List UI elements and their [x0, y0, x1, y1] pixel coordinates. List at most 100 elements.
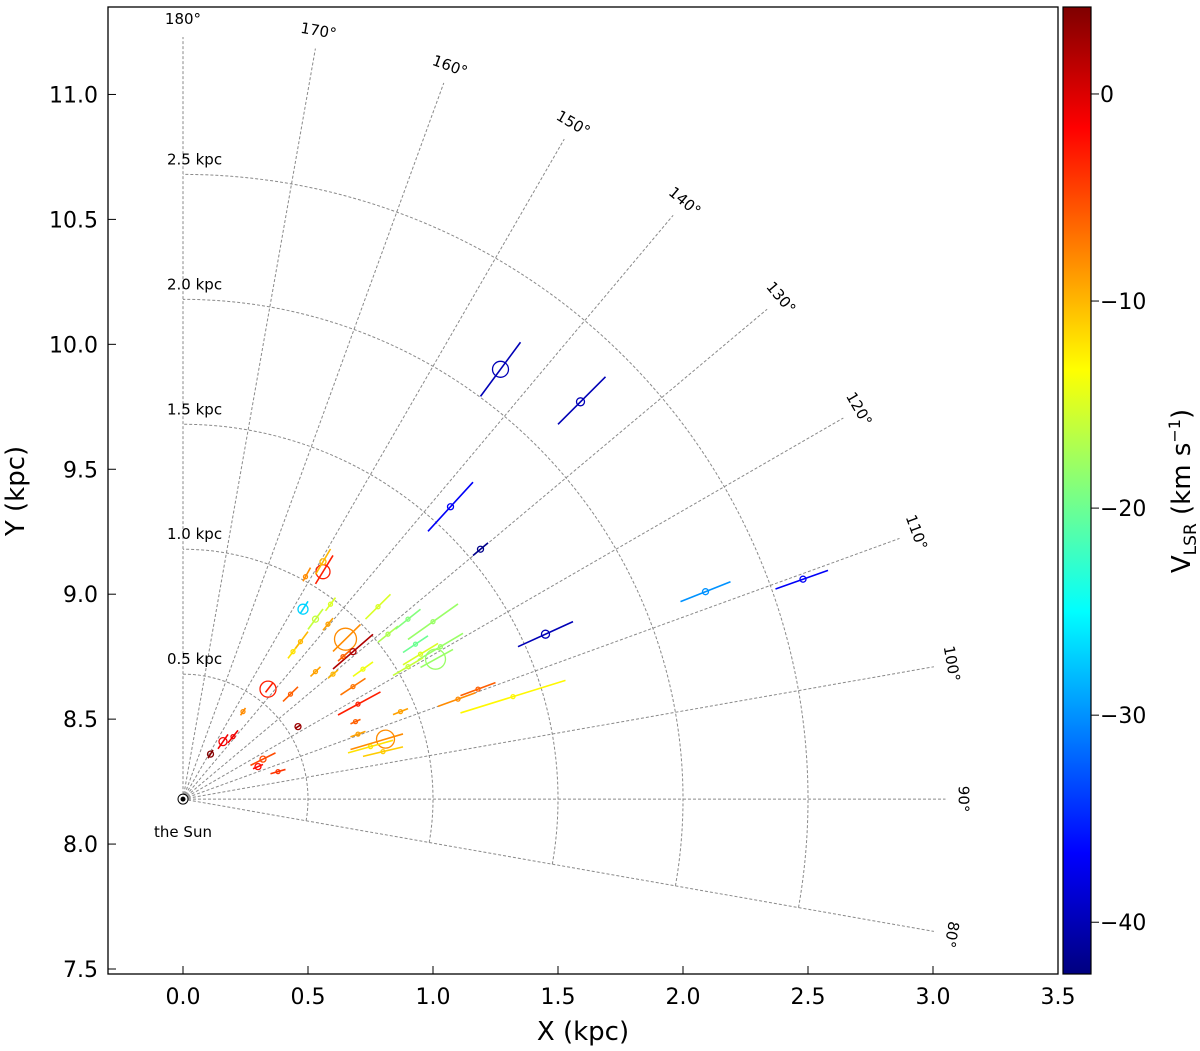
colorbar-label-close: ): [1167, 409, 1197, 419]
cloud-point: [311, 615, 320, 623]
cloud-point: [701, 588, 710, 596]
cloud-point: [240, 708, 246, 715]
cloud-distance-bar: [479, 341, 522, 397]
sun-label: the Sun: [154, 823, 212, 841]
cloud-distance-bar: [460, 679, 566, 714]
cloud-distance-bar: [282, 686, 299, 703]
y-tick-label: 8.0: [63, 833, 98, 858]
longitude-ray: [182, 417, 844, 800]
cloud-distance-bar: [270, 768, 286, 775]
axes: 0.0 0.5 1.0 1.5 2.0 2.5 3.0 3.5 7.5 8.0 8.5 9.0 9.5 1…: [49, 83, 1075, 1010]
sun-dot: [180, 796, 186, 802]
cloud-distance-bar: [460, 681, 496, 697]
cloud-point: [302, 574, 309, 580]
longitude-ray-label: 180°: [165, 10, 201, 28]
longitude-ray: [182, 798, 935, 932]
x-tick-label: 1.5: [541, 985, 576, 1010]
cloud-point: [360, 666, 366, 672]
x-tick-label: 0.0: [166, 985, 201, 1010]
cloud-point: [355, 701, 361, 707]
colorbar-label-exponent: −1: [1165, 419, 1184, 443]
cloud-distance-bar: [420, 648, 454, 669]
cloud-distance-bar: [392, 707, 409, 716]
cloud-distance-bar: [680, 581, 731, 603]
cloud-point: [437, 644, 444, 650]
x-tick-label: 0.5: [291, 985, 326, 1010]
cloud-distance-bar: [427, 481, 474, 532]
cloud-distance-bar: [309, 666, 322, 678]
longitude-ray-label: 110°: [902, 512, 931, 552]
longitude-ray-label: 80°: [940, 920, 962, 949]
colorbar-label-subscript: LSR: [1181, 523, 1200, 555]
cloud-point: [325, 621, 331, 627]
cloud-point: [340, 654, 346, 660]
cloud-point: [290, 649, 296, 655]
cloud-distance-bar: [299, 600, 309, 614]
cloud-distance-bar: [314, 555, 334, 585]
y-tick-label: 11.0: [49, 83, 98, 108]
cloud-distance-bar: [239, 707, 247, 716]
longitude-ray-label: 120°: [842, 389, 876, 429]
cloud-point: [412, 641, 419, 647]
colorbar-ticks: 0 −10 −20 −30 −40: [1091, 83, 1146, 936]
longitude-ray: [182, 48, 316, 800]
cloud-distance-bar: [307, 608, 324, 630]
cloud-distance-bar: [352, 661, 374, 678]
distance-arc-label: 1.5 kpc: [167, 400, 222, 418]
cloud-distance-bar: [322, 617, 334, 631]
colorbar-tick-label: −40: [1100, 911, 1146, 936]
cloud-point: [355, 731, 361, 737]
cloud-point: [327, 601, 334, 607]
longitude-ray: [182, 138, 565, 800]
cloud-point: [375, 729, 396, 749]
cloud-point: [375, 604, 381, 610]
colorbar: [1062, 6, 1092, 975]
coordinate-guides: 80° 90° 100° 110° 120° 130° 140° 150° 160° 170° 18…: [165, 10, 973, 949]
cloud-distance-bar: [517, 620, 574, 648]
plot-frame: [107, 6, 1059, 975]
cloud-point: [287, 691, 294, 697]
cloud-distance-bar: [392, 657, 424, 677]
cloud-point: [352, 718, 359, 725]
cloud-distance-bar: [407, 603, 459, 641]
longitude-ray: [182, 666, 935, 800]
cloud-distance-bar: [350, 730, 366, 738]
cloud-distance-bar: [340, 677, 366, 696]
cloud-distance-bar: [402, 635, 429, 654]
cloud-distance-bar: [362, 746, 404, 758]
longitude-ray-label: 140°: [665, 183, 704, 220]
cloud-point: [799, 575, 807, 583]
colorbar-tick-label: 0: [1100, 83, 1114, 108]
x-tick-label: 1.0: [416, 985, 451, 1010]
distance-arc: [182, 298, 684, 886]
cloud-point: [540, 629, 551, 639]
cloud-distance-bar: [377, 625, 399, 643]
cloud-point: [294, 722, 302, 731]
cloud-point: [297, 639, 304, 645]
cloud-point: [206, 750, 215, 758]
distance-arc-label: 2.0 kpc: [167, 275, 222, 293]
longitude-ray: [182, 537, 900, 800]
cloud-distance-bar: [295, 724, 301, 729]
y-tick-label: 9.0: [63, 583, 98, 608]
distance-arc: [182, 173, 809, 908]
colorbar-tick-label: −10: [1100, 290, 1146, 315]
distance-arc-label: 0.5 kpc: [167, 650, 222, 668]
cloud-distance-bar: [402, 642, 439, 666]
longitude-ray: [182, 214, 674, 800]
longitude-ray-label: 150°: [553, 107, 593, 141]
cloud-point: [275, 768, 281, 775]
cloud-point: [397, 708, 404, 715]
distance-arc-label: 2.5 kpc: [167, 150, 222, 168]
x-tick-label: 3.0: [916, 985, 951, 1010]
cloud-point: [367, 743, 374, 750]
cloud-distance-bar: [332, 633, 374, 670]
longitude-ray-label: 100°: [940, 644, 964, 683]
distance-arc: [182, 548, 434, 843]
cloud-point: [455, 696, 461, 702]
distance-arc: [182, 673, 309, 821]
cloud-markers: [206, 341, 829, 775]
cloud-point: [333, 627, 358, 651]
y-tick-label: 9.5: [63, 458, 98, 483]
